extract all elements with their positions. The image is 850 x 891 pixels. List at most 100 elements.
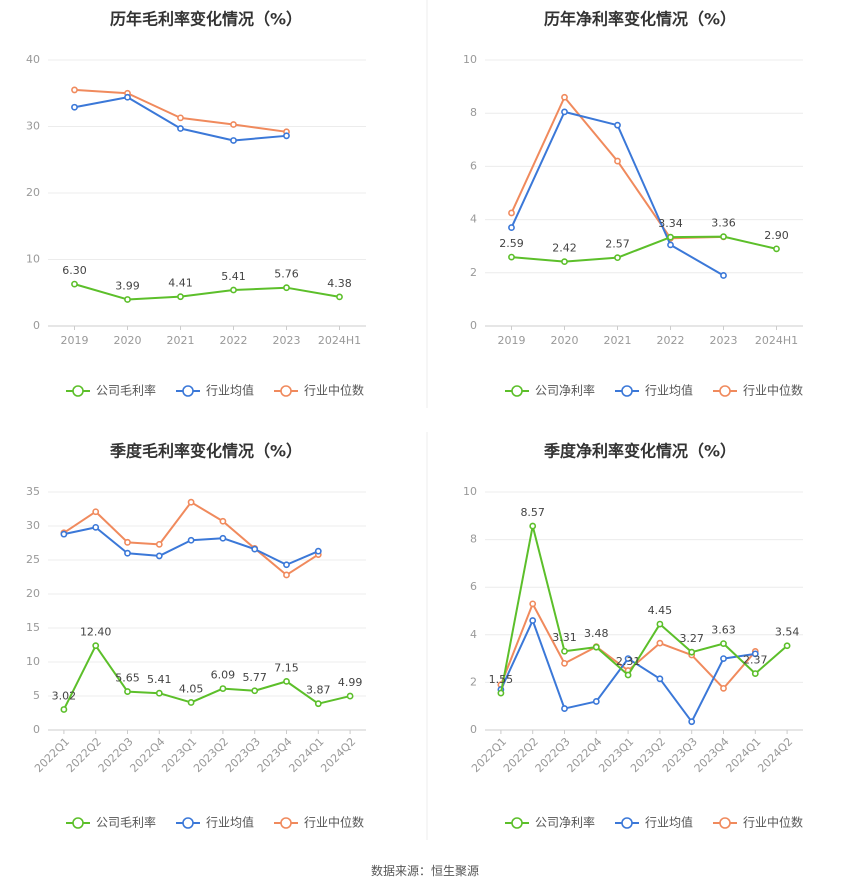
data-point <box>656 675 664 683</box>
data-point <box>230 286 237 294</box>
data-point <box>783 642 791 650</box>
data-label: 12.40 <box>80 626 112 639</box>
data-label: 7.15 <box>274 661 299 674</box>
data-label: 2.90 <box>764 229 789 242</box>
data-point <box>92 642 100 650</box>
legend-label: 行业均值 <box>645 383 693 398</box>
data-label: 2.31 <box>616 655 641 668</box>
y-tick-label: 35 <box>26 485 40 498</box>
data-label: 3.27 <box>679 632 704 645</box>
y-tick-label: 0 <box>470 723 477 736</box>
y-tick-label: 10 <box>26 655 40 668</box>
legend-swatch-marker <box>621 817 633 829</box>
y-tick-label: 15 <box>26 621 40 634</box>
data-point <box>177 125 184 132</box>
data-point <box>720 272 727 279</box>
data-point <box>720 655 727 662</box>
data-label: 5.77 <box>242 671 267 684</box>
y-tick-label: 4 <box>470 213 477 226</box>
data-point <box>751 650 759 658</box>
legend-label: 公司净利率 <box>535 383 595 398</box>
y-tick-label: 2 <box>470 266 477 279</box>
data-label: 4.38 <box>327 277 352 290</box>
x-tick-label: 2021 <box>167 334 195 347</box>
data-point <box>720 684 727 692</box>
legend-item-3: 行业中位数 <box>713 815 803 830</box>
legend-swatch-marker <box>511 817 523 829</box>
data-point <box>751 670 759 677</box>
legend-swatch-marker <box>182 385 194 397</box>
series-line-1 <box>499 525 788 694</box>
data-point <box>314 700 322 708</box>
legend-item-3: 行业中位数 <box>713 383 803 398</box>
data-label: 3.87 <box>306 684 331 697</box>
legend-label: 行业中位数 <box>743 815 803 830</box>
data-label: 4.05 <box>179 682 204 695</box>
y-tick-label: 30 <box>26 120 40 133</box>
x-tick-label: 2023 <box>273 334 301 347</box>
data-label: 2.42 <box>552 242 577 255</box>
legend-swatch-marker <box>511 385 523 397</box>
data-point <box>124 688 131 695</box>
data-point <box>614 157 621 165</box>
data-point <box>529 522 537 530</box>
data-point <box>314 547 322 555</box>
chart-panel-3: 季度毛利率变化情况（%）051015202530352022Q12022Q220… <box>26 442 366 830</box>
series-line-3 <box>510 96 724 240</box>
data-point <box>614 254 621 262</box>
y-tick-label: 20 <box>26 186 40 199</box>
data-point <box>529 617 537 624</box>
legend-item-2: 行业均值 <box>176 815 254 830</box>
legend-swatch-marker <box>621 385 633 397</box>
legend-item-1: 公司净利率 <box>505 383 595 398</box>
legend-swatch-marker <box>280 817 292 829</box>
data-point <box>60 530 68 538</box>
data-point <box>688 718 696 726</box>
y-tick-label: 25 <box>26 553 40 566</box>
data-point <box>624 671 632 679</box>
data-point <box>561 108 568 116</box>
chart-panel-1: 历年毛利率变化情况（%） 0 10 20 30 40 2019 2020 2021 2022 202… <box>26 10 366 398</box>
data-point <box>155 689 163 697</box>
series-line-1 <box>74 283 340 301</box>
x-tick-label: 2023 <box>710 334 738 347</box>
x-tick-label: 2024H1 <box>755 334 798 347</box>
data-point <box>283 571 290 579</box>
legend-label: 行业均值 <box>206 383 254 398</box>
data-point <box>624 655 632 662</box>
data-label: 1.55 <box>489 673 514 686</box>
data-point <box>251 545 259 553</box>
data-point <box>283 132 290 140</box>
legend-swatch-marker <box>280 385 292 397</box>
data-label: 4.99 <box>338 676 363 689</box>
data-point <box>219 685 227 692</box>
chart-title: 历年毛利率变化情况（%） <box>110 10 302 29</box>
y-tick-label: 8 <box>470 533 477 546</box>
legend-item-1: 公司毛利率 <box>66 383 156 398</box>
data-point <box>155 552 163 560</box>
y-tick-label: 10 <box>26 253 40 266</box>
series-line-2 <box>510 110 724 277</box>
y-tick-label: 8 <box>470 106 477 119</box>
data-point <box>71 86 78 94</box>
legend-item-2: 行业均值 <box>615 383 693 398</box>
data-point <box>508 224 515 231</box>
legend-label: 行业中位数 <box>304 383 364 398</box>
data-source-note: 数据来源：恒生聚源 <box>370 864 479 878</box>
data-point <box>92 523 100 531</box>
data-label: 5.41 <box>147 673 172 686</box>
data-point <box>561 705 568 712</box>
data-point <box>92 508 100 516</box>
chart-title: 季度毛利率变化情况（%） <box>109 442 302 461</box>
data-point <box>71 103 78 111</box>
data-label: 4.45 <box>648 604 673 617</box>
data-point <box>251 687 259 695</box>
data-point <box>529 600 537 608</box>
series-line-1 <box>63 644 351 710</box>
chart-panel-2: 历年净利率变化情况（%） 0 2 4 6 8 10 2019 2020 2021 2022 2023 2… <box>463 10 803 398</box>
data-label: 3.99 <box>115 279 140 292</box>
data-point <box>688 648 696 656</box>
data-point <box>592 698 600 705</box>
x-tick-label: 2020 <box>114 334 142 347</box>
